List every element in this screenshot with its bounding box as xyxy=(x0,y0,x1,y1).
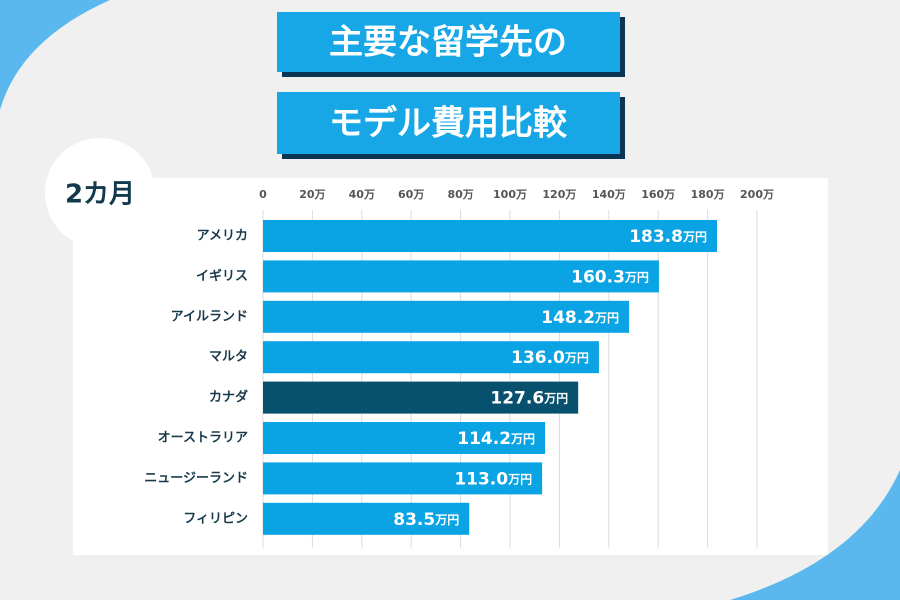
bar xyxy=(263,381,579,414)
y-tick-label: マルタ xyxy=(209,350,248,365)
y-tick-label: アメリカ xyxy=(197,229,248,244)
value-label: 113.0万円 xyxy=(454,469,532,489)
bar xyxy=(263,300,630,333)
bar xyxy=(263,260,659,293)
bar xyxy=(263,220,717,252)
value-label: 83.5万円 xyxy=(393,510,459,530)
badge xyxy=(45,138,155,248)
corner-decoration xyxy=(0,0,110,110)
y-tick-label: カナダ xyxy=(209,389,248,405)
bar xyxy=(263,422,546,454)
value-label: 160.3万円 xyxy=(571,267,649,287)
title-box xyxy=(277,92,620,154)
chart-title: 主要な留学先の xyxy=(329,23,567,63)
x-tick-label: 100万 xyxy=(493,188,527,201)
x-tick-label: 60万 xyxy=(398,188,424,201)
x-tick-label: 80万 xyxy=(447,188,473,201)
y-tick-label: フィリピン xyxy=(183,511,248,526)
bar xyxy=(263,341,599,374)
bar xyxy=(263,502,470,535)
x-tick-label: 180万 xyxy=(691,188,725,201)
y-tick-label: ニュージーランド xyxy=(144,471,248,486)
value-label: 127.6万円 xyxy=(490,389,568,409)
value-label: 183.8万円 xyxy=(629,227,707,247)
title-box xyxy=(277,12,620,72)
value-label: 114.2万円 xyxy=(457,429,535,449)
corner-decoration xyxy=(730,470,900,600)
y-tick-label: オーストラリア xyxy=(158,431,248,446)
x-tick-label: 120万 xyxy=(542,188,576,201)
x-tick-label: 40万 xyxy=(349,188,375,201)
x-tick-label: 200万 xyxy=(740,188,774,201)
bar xyxy=(263,462,543,495)
y-tick-label: イギリス xyxy=(196,268,248,284)
y-tick-label: アイルランド xyxy=(171,309,248,324)
x-tick-label: 160万 xyxy=(641,188,675,201)
chart-subtitle: モデル費用比較 xyxy=(329,104,568,144)
badge-label: 2カ月 xyxy=(65,180,135,210)
x-tick-label: 0 xyxy=(259,188,267,201)
x-tick-label: 20万 xyxy=(299,188,325,201)
x-tick-label: 140万 xyxy=(592,188,626,201)
value-label: 136.0万円 xyxy=(511,348,589,368)
value-label: 148.2万円 xyxy=(541,308,619,328)
